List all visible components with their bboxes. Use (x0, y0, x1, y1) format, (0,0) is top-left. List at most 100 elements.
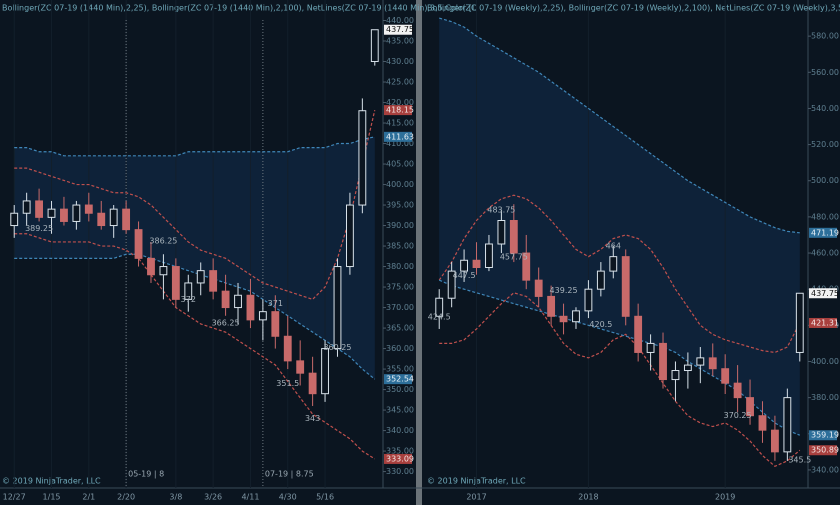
x-tick-label: 1/15 (43, 493, 61, 502)
candle-body (97, 212, 106, 227)
candle-body (621, 256, 630, 317)
price-tag: 350.89 (811, 446, 839, 455)
y-tick-label: 520.00 (811, 140, 839, 149)
candle-body (22, 200, 31, 214)
y-tick-label: 375.00 (386, 283, 414, 292)
price-annotation: 457.75 (500, 253, 528, 262)
price-tag-box (384, 131, 412, 142)
bollinger-band (439, 292, 801, 468)
y-tick-label: 415.00 (386, 119, 414, 128)
price-tag: 352.54 (386, 375, 414, 384)
price-annotation: 371 (268, 299, 283, 308)
candle-body (333, 266, 342, 350)
candle-body (321, 348, 329, 395)
x-tick-label: 4/30 (279, 493, 297, 502)
candle-body (671, 370, 680, 381)
candle-body (370, 29, 379, 63)
y-tick-label: 560.00 (811, 68, 839, 77)
y-tick-label: 350.00 (386, 385, 414, 394)
y-tick-label: 540.00 (811, 104, 839, 113)
price-tag-box (809, 227, 837, 238)
candle-body (35, 200, 44, 218)
price-tag: 437.75 (811, 289, 839, 298)
candle-body (283, 335, 292, 362)
chart-title: Bollinger(ZC 07-19 (1440 Min),2,25), Bol… (2, 4, 477, 13)
price-tag-box (384, 105, 412, 116)
price-annotation: 439.25 (550, 286, 578, 295)
candle-body (683, 364, 692, 372)
candle-body (147, 257, 155, 276)
y-tick-label: 405.00 (386, 160, 414, 169)
candle-body (733, 382, 742, 399)
y-tick-label: 355.00 (386, 365, 414, 374)
candle-body (159, 266, 168, 276)
price-annotation: 366.25 (212, 318, 240, 327)
price-annotation: 360.25 (323, 343, 351, 352)
price-annotation: 483.75 (487, 206, 515, 215)
bollinger-band (438, 194, 801, 354)
candle-body (221, 290, 230, 309)
price-tag-box (809, 288, 837, 299)
candle-body (584, 288, 593, 312)
price-annotation: 424.5 (428, 313, 451, 322)
y-tick-label: 580.00 (811, 32, 839, 41)
price-annotation: 351.5 (276, 379, 299, 388)
price-annotation: 420.5 (589, 320, 612, 329)
price-tag: 437.75 (386, 25, 414, 34)
bollinger-band (14, 109, 376, 301)
y-tick-label: 480.00 (811, 212, 839, 221)
candle-body (209, 270, 218, 292)
candle-body (122, 208, 131, 231)
bollinger-band (14, 233, 376, 460)
candle-body (171, 266, 180, 300)
y-tick-label: 335.00 (386, 447, 414, 456)
x-tick-label: 3/26 (204, 493, 222, 502)
candle-body (485, 243, 493, 268)
candle-body (770, 429, 779, 453)
price-annotation: 345.5 (788, 455, 811, 464)
bollinger-band (14, 253, 376, 380)
y-tick-label: 400.00 (386, 180, 414, 189)
candle-body (234, 294, 242, 309)
candle-body (721, 368, 730, 384)
x-tick-label: 2/1 (82, 493, 95, 502)
candle-body (84, 204, 93, 214)
candle-body (435, 297, 444, 317)
price-tag-box (384, 453, 412, 464)
rollover-label: 05-19 | 8 (128, 470, 164, 479)
candle-body (258, 311, 267, 321)
candle-body (308, 372, 317, 395)
x-tick-label: 4/11 (241, 493, 259, 502)
candle-body (196, 270, 205, 284)
candle-body (72, 204, 81, 222)
price-annotation: 389.25 (25, 224, 53, 233)
y-tick-label: 330.00 (386, 467, 414, 476)
price-tag: 421.31 (811, 318, 839, 327)
y-tick-label: 440.00 (386, 16, 414, 25)
candle-body (609, 256, 618, 272)
candle-body (746, 397, 754, 417)
x-tick-label: 2/20 (117, 493, 135, 502)
price-tag: 418.15 (386, 106, 414, 115)
candle-body (696, 357, 705, 366)
candle-body (47, 208, 56, 218)
price-annotation: 372 (181, 295, 196, 304)
y-tick-label: 380.00 (386, 262, 414, 271)
candle-body (358, 110, 367, 206)
price-annotation: 343 (305, 414, 320, 423)
y-tick-label: 365.00 (386, 324, 414, 333)
y-tick-label: 340.00 (386, 426, 414, 435)
candle-body (646, 342, 655, 353)
candle-body (296, 360, 305, 374)
price-tag-box (384, 374, 412, 385)
y-tick-label: 340.00 (811, 465, 839, 474)
price-annotation: 464 (606, 241, 621, 250)
candle-body (10, 212, 19, 227)
candle-body (572, 310, 580, 323)
candle-body (708, 357, 717, 370)
candle-body (596, 270, 605, 290)
band-fill (14, 136, 375, 380)
panel-splitter (416, 0, 422, 505)
candle-body (447, 270, 456, 299)
